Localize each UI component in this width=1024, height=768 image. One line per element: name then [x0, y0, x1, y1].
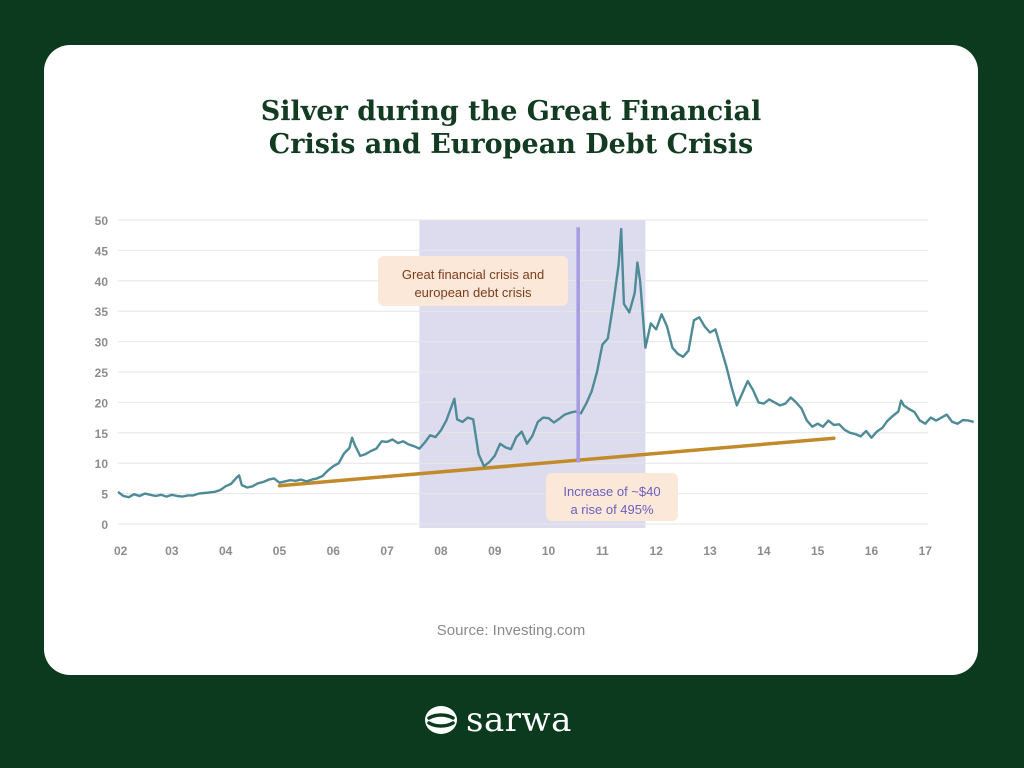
y-tick-label-10: 10 [95, 457, 109, 471]
chart-title-line-1: Silver during the Great Financial [260, 96, 762, 127]
increase-callout: Increase of ~$40 a rise of 495% [546, 473, 678, 521]
x-tick-label-08: 08 [434, 544, 448, 558]
increase-callout-line-1: Increase of ~$40 [563, 484, 660, 499]
x-tick-label-16: 16 [865, 544, 879, 558]
x-tick-label-07: 07 [380, 544, 394, 558]
crisis-callout-line-1: Great financial crisis and [402, 267, 544, 282]
x-tick-label-11: 11 [596, 544, 609, 558]
sarwa-logo-text: sarwa [466, 700, 572, 740]
y-tick-label-5: 5 [101, 488, 108, 502]
crisis-callout: Great financial crisis and european debt … [378, 256, 568, 306]
x-tick-label-15: 15 [811, 544, 825, 558]
x-tick-label-14: 14 [757, 544, 771, 558]
silver-price-line-0 [117, 227, 974, 499]
y-tick-label-50: 50 [95, 214, 109, 228]
y-tick-label-25: 25 [95, 366, 109, 380]
y-tick-label-35: 35 [95, 305, 109, 319]
y-tick-label-40: 40 [95, 275, 109, 289]
crisis-callout-line-2: european debt crisis [414, 285, 532, 300]
sarwa-logo-icon [425, 706, 457, 734]
support-trendline [277, 436, 836, 488]
increase-callout-line-2: a rise of 495% [570, 502, 654, 517]
x-tick-label-13: 13 [703, 544, 717, 558]
y-tick-label-30: 30 [95, 336, 109, 350]
x-tick-label-12: 12 [650, 544, 664, 558]
chart-card: Silver during the Great Financial Crisis… [44, 45, 978, 675]
y-tick-label-15: 15 [95, 427, 109, 441]
sarwa-logo: sarwa [424, 700, 572, 740]
x-tick-label-10: 10 [542, 544, 556, 558]
x-tick-label-05: 05 [273, 544, 287, 558]
x-tick-label-17: 17 [919, 544, 933, 558]
y-tick-label-45: 45 [95, 244, 109, 258]
increase-callout-box [546, 473, 678, 521]
x-tick-label-09: 09 [488, 544, 502, 558]
x-tick-label-03: 03 [165, 544, 179, 558]
x-tick-label-04: 04 [219, 544, 233, 558]
x-tick-label-06: 06 [327, 544, 341, 558]
crisis-callout-box [378, 256, 568, 306]
y-tick-label-0: 0 [101, 518, 108, 532]
source-note: Source: Investing.com [436, 622, 586, 639]
x-tick-label-02: 02 [114, 544, 128, 558]
chart-title: Silver during the Great Financial Crisis… [44, 95, 978, 161]
y-tick-label-20: 20 [95, 396, 109, 410]
chart-title-line-2: Crisis and European Debt Crisis [268, 129, 754, 160]
